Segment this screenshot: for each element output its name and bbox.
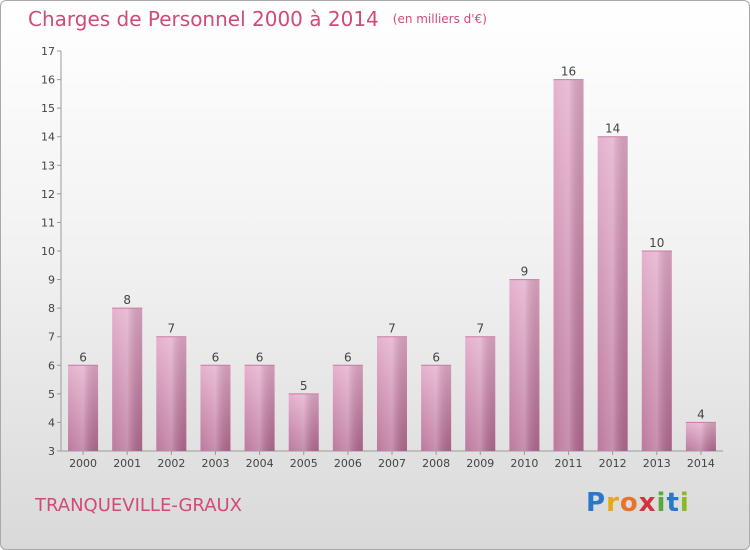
bar-shine	[421, 365, 452, 451]
bar-value-label: 5	[300, 379, 308, 393]
bar-shine	[641, 251, 672, 451]
x-tick-label: 2012	[599, 457, 627, 470]
x-tick-label: 2009	[466, 457, 494, 470]
y-tick-label: 3	[48, 445, 55, 458]
y-tick-label: 8	[48, 302, 55, 315]
y-tick-label: 7	[48, 331, 55, 344]
bar-value-label: 16	[561, 65, 576, 79]
bar-shine	[288, 393, 319, 451]
logo-letter: P	[586, 488, 607, 518]
y-tick-label: 15	[41, 102, 55, 115]
y-tick-label: 13	[41, 159, 55, 172]
bar-shine	[685, 422, 716, 451]
bar-value-label: 6	[212, 350, 220, 364]
logo-letter: r	[606, 488, 620, 518]
x-tick-label: 2013	[643, 457, 671, 470]
bar-shine	[244, 365, 275, 451]
bar-value-label: 6	[432, 350, 440, 364]
proxiti-logo: Proxiti	[586, 488, 690, 518]
bar-shine	[509, 279, 540, 451]
logo-letter: t	[666, 488, 680, 518]
bar-shine	[376, 336, 408, 451]
y-tick-label: 6	[48, 359, 55, 372]
bar-shine	[200, 365, 231, 451]
y-tick-label: 16	[41, 74, 55, 87]
y-tick-label: 14	[41, 131, 55, 144]
city-name: TRANQUEVILLE-GRAUX	[35, 495, 243, 516]
bar-value-label: 4	[697, 407, 705, 421]
x-tick-label: 2003	[201, 457, 229, 470]
bar-shine	[156, 336, 187, 451]
chart-title-text: Charges de Personnel 2000 à 2014	[28, 7, 379, 31]
bar-shine	[465, 336, 496, 451]
y-tick-label: 5	[48, 388, 55, 401]
bar-shine	[597, 136, 628, 451]
x-tick-label: 2014	[687, 457, 715, 470]
bar-value-label: 7	[476, 322, 484, 336]
y-tick-label: 4	[48, 416, 55, 429]
bar-shine	[112, 308, 143, 451]
x-tick-label: 2008	[422, 457, 450, 470]
bar-value-label: 6	[256, 350, 264, 364]
logo-letter: x	[638, 488, 657, 518]
x-tick-label: 2001	[113, 457, 141, 470]
bar-value-label: 6	[79, 350, 87, 364]
x-tick-label: 2000	[69, 457, 97, 470]
bar-value-label: 14	[605, 122, 620, 136]
x-tick-label: 2007	[378, 457, 406, 470]
x-tick-label: 2002	[157, 457, 185, 470]
x-tick-label: 2004	[246, 457, 274, 470]
logo-letter: o	[619, 488, 639, 518]
x-tick-label: 2005	[290, 457, 318, 470]
bar-shine	[553, 79, 584, 452]
x-tick-label: 2010	[510, 457, 538, 470]
y-tick-label: 9	[48, 274, 55, 287]
bar-value-label: 7	[168, 322, 176, 336]
y-tick-label: 17	[41, 45, 55, 58]
chart-subtitle: (en milliers d'€)	[392, 12, 487, 26]
bar-value-label: 8	[123, 293, 131, 307]
logo-letter: i	[679, 488, 690, 518]
bar-shine	[68, 365, 99, 451]
y-tick-label: 10	[41, 245, 55, 258]
bar-value-label: 6	[344, 350, 352, 364]
bar-value-label: 7	[388, 322, 396, 336]
bar-value-label: 10	[649, 236, 664, 250]
chart-title: Charges de Personnel 2000 à 2014 (en mill…	[28, 7, 487, 31]
logo-letter: i	[656, 488, 667, 518]
x-tick-label: 2011	[555, 457, 583, 470]
bar-value-label: 9	[521, 265, 529, 279]
bar-shine	[332, 365, 363, 451]
y-tick-label: 11	[41, 216, 55, 229]
x-tick-label: 2006	[334, 457, 362, 470]
y-tick-label: 12	[41, 188, 55, 201]
